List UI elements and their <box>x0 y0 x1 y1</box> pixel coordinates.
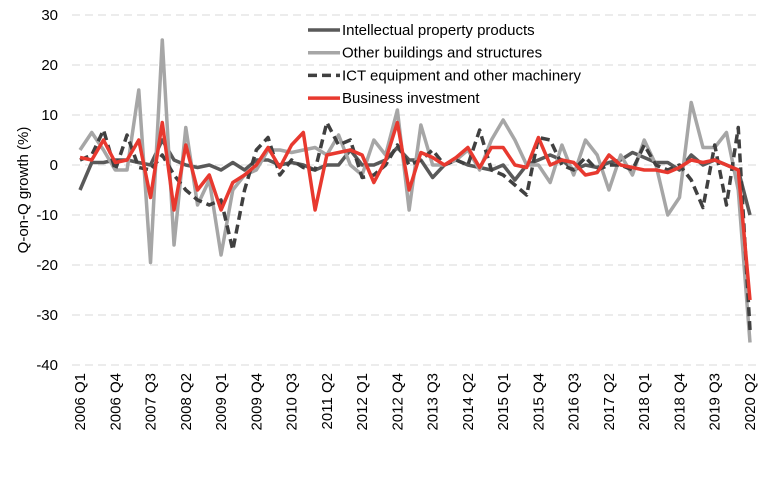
y-tick-label: -10 <box>36 207 58 224</box>
legend-label: Business investment <box>342 90 480 107</box>
y-tick-label: 10 <box>41 107 58 124</box>
x-tick-label: 2013 Q3 <box>425 373 442 431</box>
legend-label: Other buildings and structures <box>342 45 542 62</box>
x-tick-label: 2012 Q1 <box>354 373 371 431</box>
y-axis-label: Q-on-Q growth (%) <box>15 127 32 254</box>
x-tick-label: 2011 Q2 <box>319 373 336 429</box>
x-tick-label: 2017 Q2 <box>601 373 618 431</box>
y-tick-label: -30 <box>36 307 58 324</box>
y-tick-label: -20 <box>36 257 58 274</box>
legend-label: ICT equipment and other machinery <box>342 67 582 84</box>
x-tick-label: 2006 Q1 <box>72 373 89 431</box>
x-tick-label: 2012 Q4 <box>389 373 406 431</box>
x-tick-label: 2018 Q1 <box>636 373 653 431</box>
legend-label: Intellectual property products <box>342 22 535 39</box>
x-tick-label: 2007 Q3 <box>143 373 160 431</box>
series-line <box>79 120 752 301</box>
x-tick-label: 2015 Q4 <box>530 373 547 431</box>
x-tick-label: 2020 Q2 <box>742 373 759 431</box>
x-tick-label: 2016 Q3 <box>566 373 583 431</box>
x-tick-label: 2014 Q2 <box>460 373 477 431</box>
y-tick-label: 30 <box>41 7 58 24</box>
y-tick-label: 20 <box>41 57 58 74</box>
x-tick-label: 2009 Q4 <box>248 373 265 431</box>
series-line <box>79 120 752 331</box>
x-tick-label: 2008 Q2 <box>178 373 195 431</box>
x-tick-label: 2019 Q3 <box>707 373 724 431</box>
x-tick-label: 2010 Q3 <box>284 373 301 431</box>
y-tick-label: 0 <box>50 157 58 174</box>
x-tick-label: 2018 Q4 <box>671 373 688 431</box>
series-line <box>78 38 752 343</box>
x-tick-label: 2006 Q4 <box>107 373 124 431</box>
x-tick-label: 2015 Q1 <box>495 373 512 431</box>
y-tick-label: -40 <box>36 357 58 374</box>
x-tick-label: 2009 Q1 <box>213 373 230 431</box>
